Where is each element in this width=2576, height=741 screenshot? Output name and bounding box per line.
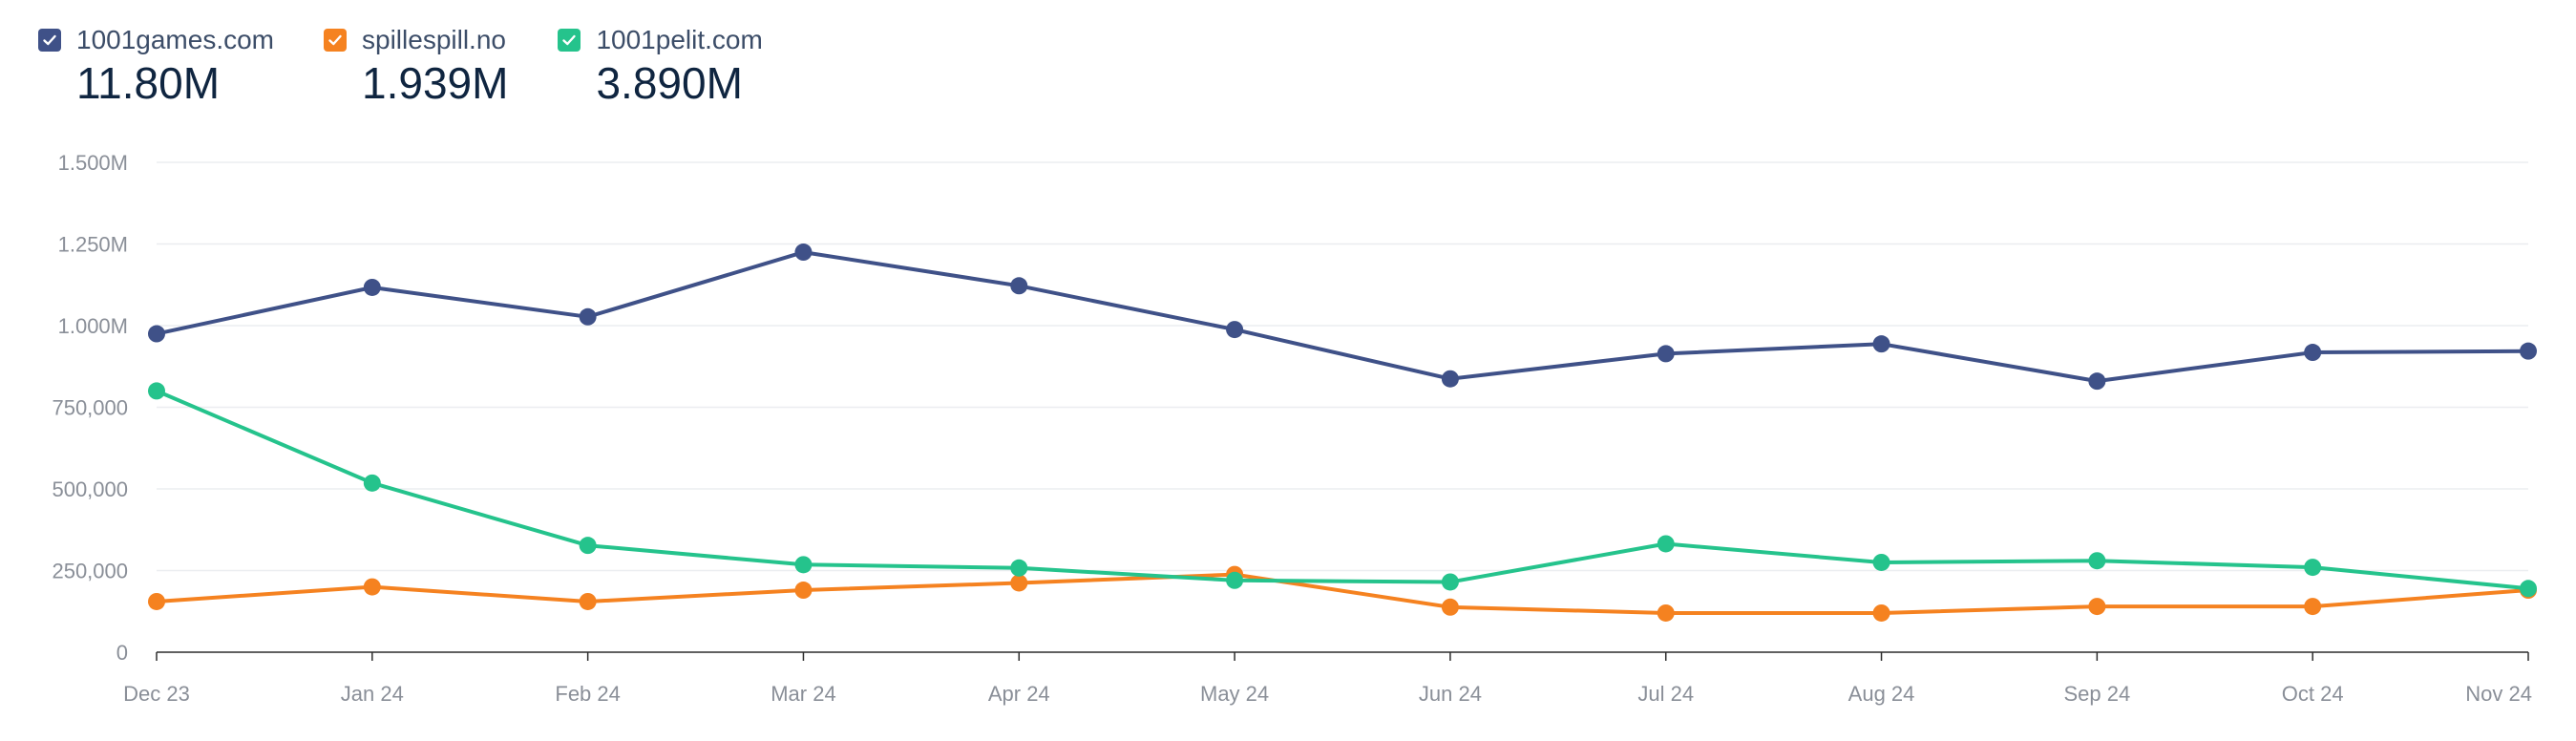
chart-series bbox=[148, 243, 2537, 622]
data-point bbox=[148, 382, 165, 400]
legend: 1001games.com 11.80M spillespill.no 1.93… bbox=[38, 25, 763, 109]
data-point bbox=[1657, 345, 1675, 363]
data-point bbox=[1010, 574, 1028, 592]
x-tick-label: Nov 24 bbox=[2465, 682, 2532, 706]
checkbox-icon[interactable] bbox=[324, 29, 348, 52]
data-point bbox=[2520, 580, 2537, 598]
y-tick-label: 0 bbox=[116, 641, 128, 665]
series-1001pelit-com bbox=[148, 382, 2537, 598]
x-tick-label: Jul 24 bbox=[1637, 682, 1694, 706]
data-point bbox=[148, 592, 165, 610]
data-point bbox=[363, 278, 381, 296]
data-point bbox=[579, 537, 597, 555]
legend-total: 1.939M bbox=[362, 58, 509, 108]
legend-label: 1001pelit.com bbox=[596, 25, 763, 54]
legend-label: spillespill.no bbox=[362, 25, 506, 54]
data-point bbox=[1872, 335, 1890, 353]
data-point bbox=[2088, 552, 2106, 570]
data-point bbox=[1872, 553, 1890, 571]
legend-total: 3.890M bbox=[596, 58, 743, 108]
data-point bbox=[2304, 344, 2322, 362]
x-tick-label: Sep 24 bbox=[2063, 682, 2130, 706]
x-tick-label: Feb 24 bbox=[555, 682, 621, 706]
data-point bbox=[2088, 372, 2106, 391]
series-line bbox=[155, 389, 2530, 591]
series-spillespill-no bbox=[148, 565, 2537, 622]
data-point bbox=[579, 592, 597, 610]
x-tick-label: Mar 24 bbox=[771, 682, 835, 706]
checkbox-icon[interactable] bbox=[38, 29, 61, 52]
x-tick-label: Dec 23 bbox=[123, 682, 190, 706]
data-point bbox=[1657, 603, 1675, 622]
x-tick-label: May 24 bbox=[1200, 682, 1269, 706]
x-tick-label: Aug 24 bbox=[1848, 682, 1915, 706]
data-point bbox=[794, 582, 813, 600]
data-point bbox=[579, 307, 597, 326]
series-1001games-com bbox=[148, 243, 2537, 391]
y-tick-label: 1.000M bbox=[58, 314, 128, 338]
legend-item-spillespill[interactable]: spillespill.no 1.939M bbox=[324, 25, 508, 109]
data-point bbox=[794, 556, 813, 574]
x-tick-label: Oct 24 bbox=[2282, 682, 2344, 706]
data-point bbox=[1872, 603, 1890, 622]
data-point bbox=[1441, 370, 1459, 388]
data-point bbox=[1657, 535, 1675, 553]
y-tick-label: 1.250M bbox=[58, 233, 128, 257]
x-tick-label: Jan 24 bbox=[341, 682, 404, 706]
chart-grid bbox=[157, 161, 2528, 572]
legend-item-1001games[interactable]: 1001games.com 11.80M bbox=[38, 25, 274, 109]
data-point bbox=[1441, 573, 1459, 591]
series-line bbox=[155, 250, 2530, 384]
x-tick-label: Jun 24 bbox=[1419, 682, 1482, 706]
y-tick-label: 1.500M bbox=[58, 151, 128, 175]
series-line bbox=[155, 572, 2530, 615]
y-axis: 0 250,000 500,000 750,000 1.000M 1.250M 1.500M bbox=[52, 151, 128, 665]
legend-total: 11.80M bbox=[76, 58, 221, 108]
data-point bbox=[2304, 559, 2322, 577]
data-point bbox=[2304, 598, 2322, 616]
data-point bbox=[1226, 321, 1244, 339]
y-tick-label: 750,000 bbox=[52, 396, 128, 420]
legend-label: 1001games.com bbox=[76, 25, 275, 54]
data-point bbox=[1441, 598, 1459, 616]
y-tick-label: 500,000 bbox=[52, 477, 128, 501]
data-point bbox=[1010, 277, 1028, 295]
x-tick-label: Apr 24 bbox=[988, 682, 1050, 706]
checkbox-icon[interactable] bbox=[558, 29, 581, 52]
data-point bbox=[2088, 598, 2106, 616]
legend-item-1001pelit[interactable]: 1001pelit.com 3.890M bbox=[558, 25, 763, 109]
x-axis: Dec 23 Jan 24 Feb 24 Mar 24 Apr 24 May 24 Jun … bbox=[123, 651, 2532, 706]
data-point bbox=[1010, 559, 1028, 577]
data-point bbox=[363, 578, 381, 596]
data-point bbox=[1226, 571, 1244, 589]
data-point bbox=[363, 474, 381, 492]
data-point bbox=[2520, 342, 2537, 360]
data-point bbox=[148, 325, 165, 343]
y-tick-label: 250,000 bbox=[52, 560, 128, 583]
data-point bbox=[794, 243, 813, 262]
